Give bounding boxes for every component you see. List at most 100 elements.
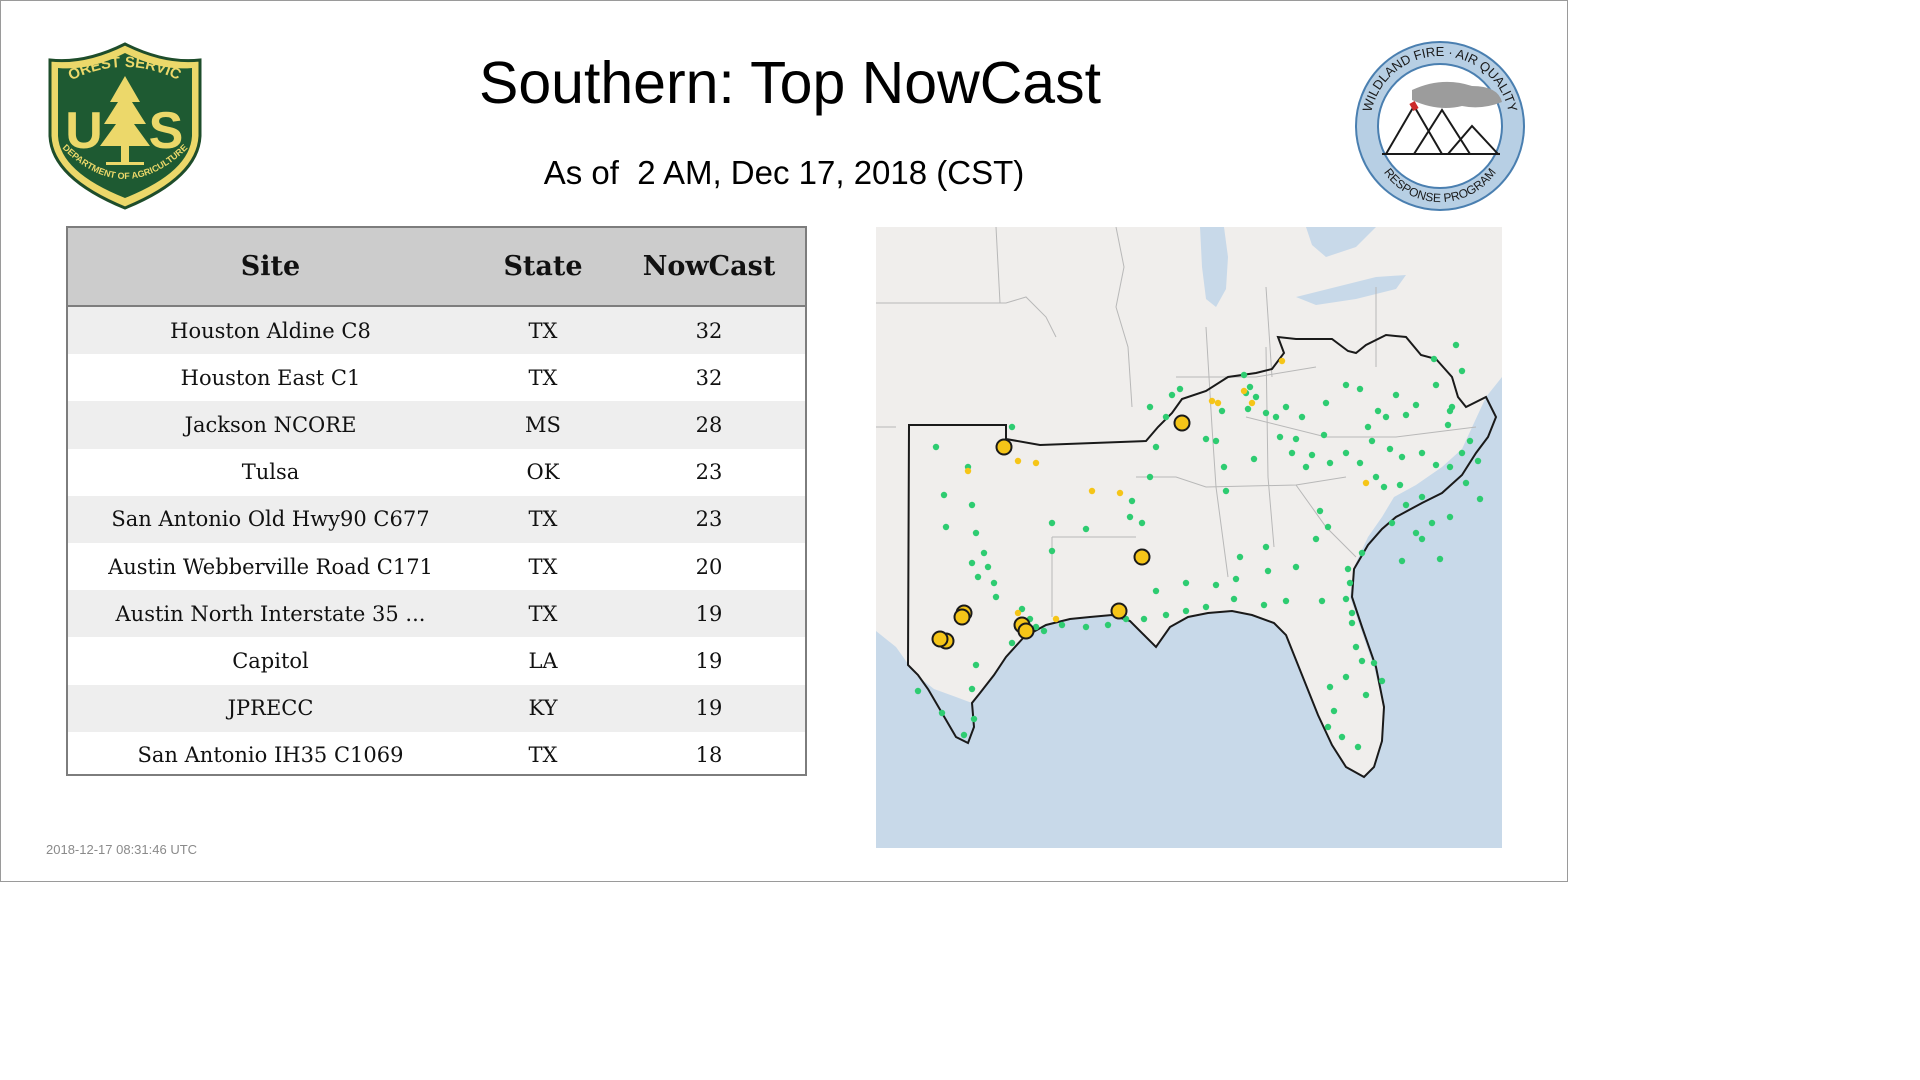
page-subtitle: As of 2 AM, Dec 17, 2018 (CST) — [543, 154, 1025, 191]
table-row: Jackson NCORE MS 28 — [68, 401, 805, 449]
monitor-dot-good — [1320, 431, 1328, 439]
monitor-dot-good — [1330, 707, 1338, 715]
forest-service-letter-u: U — [65, 102, 103, 160]
monitor-dot-good — [1458, 449, 1466, 457]
monitor-dot-good — [1048, 519, 1056, 527]
monitor-dot-good — [1352, 643, 1360, 651]
column-header-state: State — [473, 228, 613, 307]
lake-huron — [1306, 227, 1376, 257]
cell-nowcast: 32 — [613, 306, 805, 355]
monitor-dot-good — [972, 529, 980, 537]
monitor-dot-moderate — [1248, 399, 1256, 407]
monitor-dot-good — [1348, 609, 1356, 617]
column-header-nowcast: NowCast — [613, 228, 805, 307]
top-site-marker — [995, 438, 1013, 456]
monitor-dot-good — [1452, 341, 1460, 349]
monitor-dot-good — [1220, 463, 1228, 471]
monitor-dot-moderate — [964, 467, 972, 475]
monitor-dot-good — [980, 549, 988, 557]
monitor-dot-good — [1146, 473, 1154, 481]
nowcast-table: Site State NowCast Houston Aldine C8 TX … — [66, 226, 807, 776]
smoke-shape — [1412, 81, 1502, 108]
table-row: Houston Aldine C8 TX 32 — [68, 306, 805, 355]
table-row: Austin North Interstate 35 ... TX 19 — [68, 590, 805, 638]
monitor-dot-good — [1368, 437, 1376, 445]
monitor-dot-good — [1342, 673, 1350, 681]
monitor-dot-good — [1008, 639, 1016, 647]
monitor-dot-good — [1474, 457, 1482, 465]
monitor-dot-good — [1230, 595, 1238, 603]
cell-nowcast: 19 — [613, 637, 805, 685]
monitor-dot-good — [1418, 449, 1426, 457]
monitor-dot-good — [1432, 461, 1440, 469]
page-title: Southern: Top NowCast — [478, 50, 1102, 116]
monitor-dot-good — [972, 661, 980, 669]
monitor-dot-good — [1040, 627, 1048, 635]
monitor-dot-good — [1346, 579, 1354, 587]
monitor-dot-good — [1338, 733, 1346, 741]
monitor-dot-good — [1146, 403, 1154, 411]
cell-nowcast: 23 — [613, 495, 805, 543]
top-site-marker — [1173, 414, 1191, 432]
monitor-dot-good — [1388, 519, 1396, 527]
monitor-dot-good — [1412, 401, 1420, 409]
table-row: JPRECC KY 19 — [68, 684, 805, 732]
lake-michigan — [1200, 227, 1228, 307]
monitor-dot-good — [968, 685, 976, 693]
mountains-icon — [1382, 104, 1500, 155]
monitor-dot-good — [1356, 385, 1364, 393]
cell-site: Houston East C1 — [68, 354, 473, 402]
top-site-marker — [953, 608, 971, 626]
monitor-dot-good — [984, 563, 992, 571]
monitor-dot-good — [960, 731, 968, 739]
cell-state: OK — [473, 448, 613, 496]
monitor-dot-good — [1412, 529, 1420, 537]
monitor-dot-good — [1358, 549, 1366, 557]
monitor-dot-good — [1356, 459, 1364, 467]
cell-nowcast: 32 — [613, 354, 805, 402]
monitor-dot-good — [1218, 407, 1226, 415]
cell-state: LA — [473, 637, 613, 685]
monitor-dot-good — [1312, 535, 1320, 543]
monitor-dot-good — [1444, 421, 1452, 429]
table-row: San Antonio Old Hwy90 C677 TX 23 — [68, 495, 805, 543]
monitor-dot-moderate — [1088, 487, 1096, 495]
monitor-dot-good — [1466, 437, 1474, 445]
gulf-of-mexico — [876, 377, 1502, 848]
cell-nowcast: 19 — [613, 684, 805, 732]
monitor-dot-good — [1250, 455, 1258, 463]
cell-state: TX — [473, 731, 613, 774]
monitor-dot-good — [1324, 523, 1332, 531]
cell-nowcast: 18 — [613, 731, 805, 774]
cell-site: Tulsa — [68, 448, 473, 496]
cell-nowcast: 23 — [613, 448, 805, 496]
monitor-dot-good — [1018, 605, 1026, 613]
monitor-dot-good — [1326, 683, 1334, 691]
monitor-dot-moderate — [1014, 609, 1022, 617]
monitor-dot-good — [1128, 497, 1136, 505]
cell-state: KY — [473, 684, 613, 732]
cell-nowcast: 28 — [613, 401, 805, 449]
monitor-dot-moderate — [1014, 457, 1022, 465]
monitor-dot-good — [914, 687, 922, 695]
monitor-dot-good — [1288, 449, 1296, 457]
monitor-dot-good — [1152, 587, 1160, 595]
monitor-dot-good — [1244, 405, 1252, 413]
cell-site: San Antonio Old Hwy90 C677 — [68, 495, 473, 543]
monitor-dot-good — [1418, 535, 1426, 543]
monitor-dot-good — [1212, 437, 1220, 445]
monitor-dot-moderate — [1214, 399, 1222, 407]
monitor-dot-good — [1176, 385, 1184, 393]
top-site-marker — [1017, 622, 1035, 640]
southern-region-map — [876, 226, 1502, 848]
monitor-dot-good — [1398, 453, 1406, 461]
cell-nowcast: 20 — [613, 542, 805, 591]
monitor-dot-moderate — [1116, 489, 1124, 497]
monitor-dot-good — [1446, 513, 1454, 521]
monitor-dot-good — [938, 709, 946, 717]
monitor-dot-good — [992, 593, 1000, 601]
cell-state: TX — [473, 306, 613, 355]
monitor-dot-good — [1374, 407, 1382, 415]
cell-site: Austin Webberville Road C171 — [68, 542, 473, 591]
pine-tree-icon — [100, 76, 150, 165]
